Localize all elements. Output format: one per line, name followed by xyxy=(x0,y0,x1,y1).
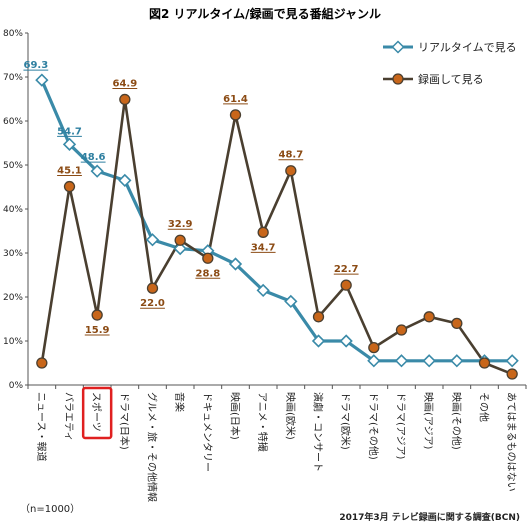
recorded-point xyxy=(146,282,159,294)
category-label: ドラマ(その他) xyxy=(367,392,380,460)
category-label: その他 xyxy=(478,392,491,422)
y-tick-label: 10% xyxy=(3,337,23,347)
recorded-data-label: 48.7 xyxy=(278,150,303,161)
realtime-point xyxy=(505,354,519,368)
category-label: あてはまるものはない xyxy=(505,392,517,492)
y-tick-label: 70% xyxy=(3,73,23,83)
realtime-point xyxy=(118,173,132,188)
category-label: 映画(その他) xyxy=(450,392,463,450)
recorded-point xyxy=(257,226,269,238)
recorded-point xyxy=(506,368,518,380)
category-label: 映画(欧米) xyxy=(284,392,297,440)
recorded-point xyxy=(312,311,325,323)
category-highlight-box xyxy=(81,386,113,440)
y-tick-label: 80% xyxy=(3,29,23,39)
realtime-data-label: 54.7 xyxy=(57,126,82,137)
y-tick-label: 20% xyxy=(3,293,23,303)
legend-label-recorded: 録画して見る xyxy=(418,72,484,86)
legend-marker-realtime xyxy=(391,40,405,54)
series-line-recorded xyxy=(40,98,513,376)
recorded-data-label: 28.8 xyxy=(195,268,220,279)
realtime-point xyxy=(228,257,243,271)
legend-label-realtime: リアルタイムで見る xyxy=(418,41,517,54)
recorded-point xyxy=(229,109,242,121)
x-axis-categories: ニュース・報道 バラエティ スポーツ ドラマ(日本) グルメ・旅・その他情報 音楽 ドキュメ… xyxy=(35,386,517,502)
series: 69.3 54.7 48.6 45.1 15.9 64.9 22.0 32.9 28.8 61.4… xyxy=(23,60,519,380)
recorded-data-label: 15.9 xyxy=(85,325,110,336)
recorded-point xyxy=(423,311,435,323)
y-axis-ticks: 0% 10% 20% 30% 40% 50% 60% 70% 80% xyxy=(3,29,28,391)
realtime-data-label: 48.6 xyxy=(81,152,106,163)
category-label: ドラマ(アジア) xyxy=(395,392,407,460)
realtime-point xyxy=(311,334,326,348)
category-label: 演劇・コンサート xyxy=(312,392,325,472)
recorded-point xyxy=(478,357,491,369)
recorded-point xyxy=(36,357,48,369)
chart-title: 図2 リアルタイム/録画で見る番組ジャンル xyxy=(149,6,381,21)
recorded-point xyxy=(285,165,297,177)
realtime-point xyxy=(339,334,353,348)
realtime-point xyxy=(394,354,409,368)
recorded-data-label: 34.7 xyxy=(251,242,276,253)
source-note: 2017年3月 テレビ録画に関する調査(BCN) xyxy=(339,511,520,523)
y-tick-label: 0% xyxy=(9,381,24,391)
recorded-point xyxy=(340,279,352,291)
category-label: 映画(アジア) xyxy=(422,392,434,450)
realtime-point xyxy=(367,354,381,368)
category-label: 音楽 xyxy=(173,392,186,412)
realtime-point xyxy=(450,354,464,368)
recorded-point xyxy=(119,93,131,106)
y-tick-label: 30% xyxy=(3,249,23,259)
recorded-point xyxy=(174,234,186,246)
sample-size-note: （n=1000） xyxy=(20,503,80,515)
y-tick-label: 40% xyxy=(3,205,23,215)
recorded-point xyxy=(63,180,76,193)
realtime-point xyxy=(90,164,104,178)
category-label: ドラマ(欧米) xyxy=(339,392,352,450)
recorded-point xyxy=(91,309,103,321)
realtime-point xyxy=(422,354,436,368)
category-label: アニメ・特撮 xyxy=(256,392,269,452)
category-label: ニュース・報道 xyxy=(35,392,48,462)
category-label: グルメ・旅・その他情報 xyxy=(146,392,159,502)
category-label: ドラマ(日本) xyxy=(118,392,131,450)
recorded-point xyxy=(368,341,380,354)
realtime-point xyxy=(256,283,270,298)
realtime-point xyxy=(284,294,298,309)
category-label: ドキュメンタリー xyxy=(201,392,213,472)
realtime-point xyxy=(35,73,49,87)
category-label: 映画(日本) xyxy=(229,392,242,440)
recorded-data-label: 32.9 xyxy=(168,219,193,230)
realtime-data-label: 69.3 xyxy=(23,60,48,71)
category-label: スポーツ xyxy=(90,392,102,432)
y-tick-label: 50% xyxy=(3,161,23,171)
realtime-point xyxy=(173,241,187,256)
recorded-point xyxy=(202,252,214,264)
realtime-point xyxy=(145,233,160,247)
recorded-data-label: 61.4 xyxy=(223,94,248,105)
realtime-point xyxy=(62,137,77,151)
recorded-data-label: 22.7 xyxy=(334,264,359,275)
legend-marker-recorded xyxy=(392,73,404,85)
y-tick-label: 60% xyxy=(3,117,23,127)
recorded-data-label: 64.9 xyxy=(112,78,137,89)
recorded-data-label: 22.0 xyxy=(140,298,165,309)
recorded-data-label: 45.1 xyxy=(57,166,82,177)
recorded-point xyxy=(395,324,408,336)
category-label: バラエティ xyxy=(63,392,75,441)
recorded-point xyxy=(451,317,463,330)
